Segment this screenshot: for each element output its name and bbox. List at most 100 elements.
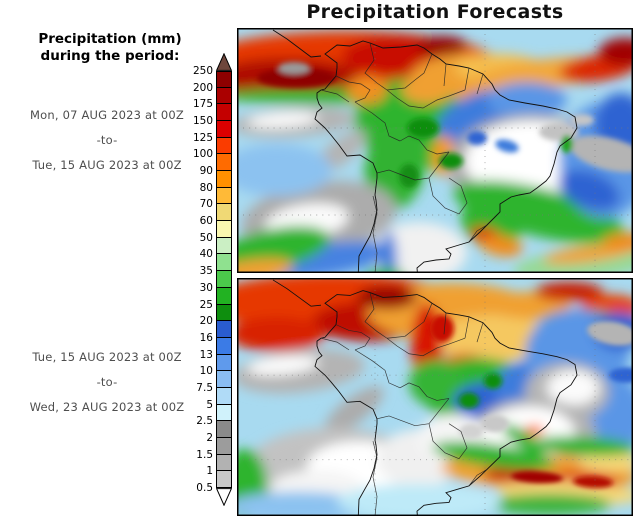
- precipitation-blob: [495, 139, 519, 153]
- forecast-map-week1: [237, 28, 633, 273]
- precipitation-blob: [539, 123, 579, 141]
- period-2-separator: -to-: [96, 375, 118, 389]
- precipitation-field-detail: [430, 314, 633, 488]
- colorbar-tick-label: 16: [199, 331, 213, 344]
- colorbar-segment: [216, 336, 232, 355]
- legend-heading-line2: during the period:: [40, 48, 180, 64]
- precipitation-blob: [479, 235, 523, 257]
- colorbar-tick-label: 5: [206, 398, 213, 411]
- colorbar-segment: [216, 436, 232, 455]
- precipitation-blob: [247, 355, 319, 376]
- precipitation-blob: [337, 483, 501, 516]
- precipitation-colorbar: 250 200 175 150 125 100 90 80 70 60 50 40 35 30 25 20 16…: [172, 53, 236, 507]
- precipitation-blob: [417, 36, 467, 56]
- map-frame: [237, 278, 633, 516]
- colorbar-segment: [216, 103, 232, 122]
- precipitation-blob: [609, 367, 633, 383]
- forecast-map-week2: [237, 278, 633, 516]
- period-2-start: Tue, 15 AUG 2023 at 00Z: [32, 350, 182, 364]
- colorbar-segment: [216, 203, 232, 222]
- precipitation-blob: [484, 373, 502, 389]
- colorbar-tick-label: 50: [199, 231, 213, 244]
- period-2-end: Wed, 23 AUG 2023 at 00Z: [29, 400, 185, 414]
- precipitation-blob: [524, 424, 544, 437]
- colorbar-segment: [216, 120, 232, 138]
- precipitation-blob: [430, 314, 454, 343]
- colorbar-segment: [216, 403, 232, 422]
- precipitation-blob: [407, 118, 439, 138]
- colorbar-tick-label: 2: [206, 431, 213, 444]
- precipitation-blob: [547, 370, 599, 406]
- colorbar-segment: [216, 253, 232, 272]
- precipitation-blob: [511, 471, 563, 484]
- colorbar-tick-label: 70: [199, 198, 213, 211]
- colorbar-segment: [216, 470, 232, 488]
- legend-heading-line1: Precipitation (mm): [38, 31, 182, 47]
- precipitation-blob: [278, 62, 310, 74]
- colorbar-tick-label: 13: [199, 348, 213, 361]
- colorbar-tick-label: 40: [199, 248, 213, 261]
- precipitation-blob: [481, 414, 509, 433]
- colorbar-segment: [216, 136, 232, 155]
- precipitation-blob: [237, 316, 325, 352]
- precipitation-blob: [587, 321, 633, 346]
- colorbar-tick-label: 90: [199, 165, 213, 178]
- precipitation-blob: [459, 423, 483, 440]
- period-2-dates: Tue, 15 AUG 2023 at 00Z -to- Wed, 23 AUG…: [0, 350, 214, 425]
- period-1-start: Mon, 07 AUG 2023 at 00Z: [30, 108, 184, 122]
- colorbar-tick-label: 30: [199, 281, 213, 294]
- colorbar-segments: [216, 71, 232, 488]
- precipitation-blob: [561, 135, 573, 153]
- precipitation-blob: [532, 436, 633, 457]
- precipitation-blob: [535, 281, 603, 302]
- colorbar-segment: [216, 236, 232, 255]
- colorbar-segment: [216, 370, 232, 388]
- precipitation-blob: [487, 493, 611, 516]
- colorbar-tick-label: 250: [192, 65, 213, 77]
- legend-heading: Precipitation (mm) during the period:: [2, 31, 218, 65]
- colorbar-tick-label: 150: [192, 115, 213, 128]
- precipitation-blob: [237, 258, 293, 273]
- colorbar-tick-label: 60: [199, 215, 213, 228]
- colorbar-tick-label: 100: [192, 148, 213, 161]
- precipitation-blob: [401, 76, 453, 104]
- precipitation-blob: [543, 243, 633, 265]
- colorbar-segment: [216, 270, 232, 288]
- precipitation-blob: [324, 386, 384, 434]
- colorbar-below-min-arrow-icon: [216, 488, 232, 506]
- precipitation-blob: [459, 392, 479, 409]
- precipitation-blob: [237, 144, 332, 196]
- colorbar-tick-label: 200: [192, 81, 213, 94]
- period-1-separator: -to-: [96, 133, 118, 147]
- period-1-end: Tue, 15 AUG 2023 at 00Z: [32, 158, 182, 172]
- precipitation-blob: [599, 38, 633, 66]
- colorbar-segment: [216, 220, 232, 238]
- precipitation-blob: [487, 82, 567, 118]
- colorbar-segment: [216, 303, 232, 322]
- colorbar-tick-label: 125: [192, 131, 213, 144]
- precipitation-blob: [467, 131, 487, 145]
- colorbar-tick-label: 10: [199, 365, 213, 378]
- colorbar-tick-label: 1: [206, 465, 213, 478]
- precipitation-blob: [439, 153, 463, 169]
- colorbar-segment: [216, 86, 232, 105]
- precipitation-blob: [409, 359, 461, 407]
- precipitation-field-detail: [257, 62, 633, 188]
- colorbar-segment: [216, 186, 232, 205]
- colorbar-tick-label: 35: [199, 265, 213, 278]
- colorbar-tick-label: 1.5: [196, 448, 213, 461]
- colorbar-segment: [216, 420, 232, 438]
- colorbar-tick-labels: 250 200 175 150 125 100 90 80 70 60 50 40 35 30 25 20 16…: [172, 65, 213, 494]
- precipitation-blob: [237, 491, 371, 516]
- precipitation-blob: [603, 233, 633, 251]
- colorbar-segment: [216, 71, 232, 88]
- precipitation-blob: [399, 164, 419, 188]
- colorbar-tick-label: 2.5: [196, 415, 213, 428]
- colorbar-tick-label: 80: [199, 181, 213, 194]
- precipitation-blob: [237, 226, 330, 272]
- page-title: Precipitation Forecasts: [306, 1, 564, 23]
- precipitation-blob: [257, 68, 337, 88]
- colorbar-segment: [216, 353, 232, 372]
- precipitation-blob: [573, 476, 613, 488]
